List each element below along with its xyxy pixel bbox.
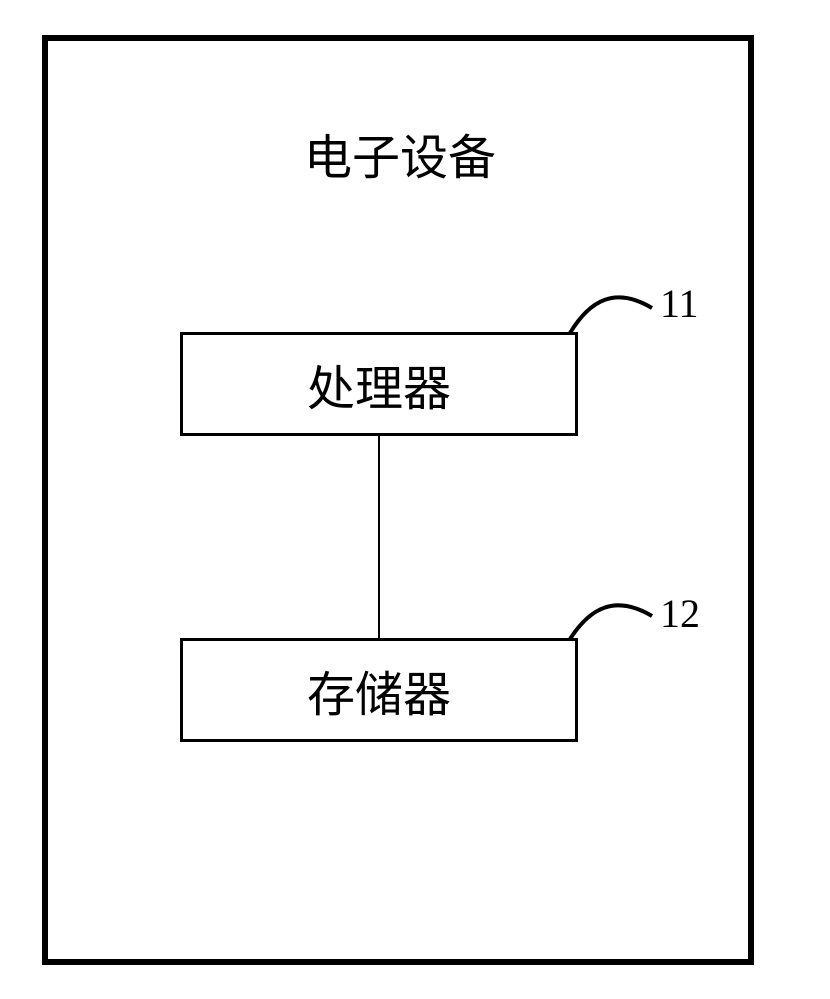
memory-ref-text: 12 [660, 591, 700, 636]
memory-leader-line [0, 0, 830, 999]
memory-ref-number: 12 [660, 590, 700, 637]
diagram-canvas: 电子设备 处理器 11 存储器 12 [0, 0, 830, 999]
